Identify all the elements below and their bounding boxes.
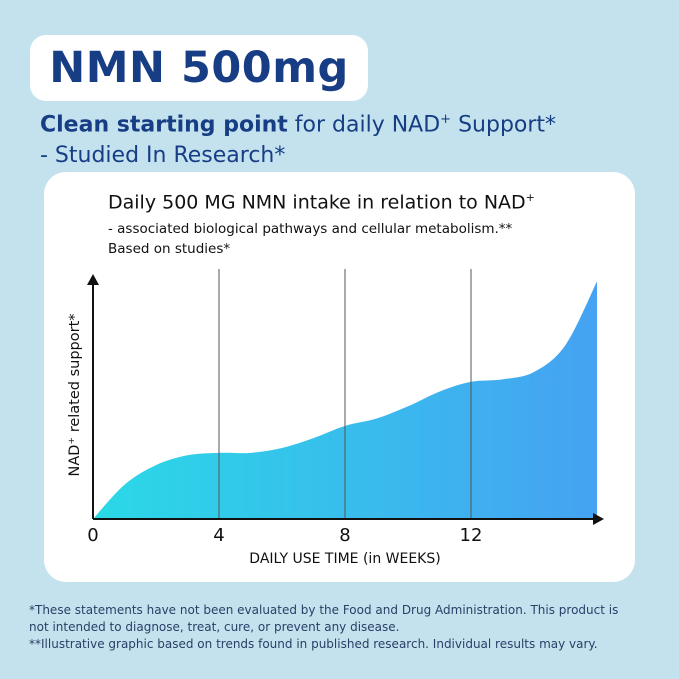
page-title: NMN 500mg xyxy=(49,43,349,93)
x-tick-label: 4 xyxy=(213,525,224,546)
y-axis-label: NAD⁺ related support* xyxy=(67,313,83,476)
footnotes: *These statements have not been evaluate… xyxy=(29,602,659,653)
subtitle-bold: Clean starting point xyxy=(40,112,288,138)
x-tick-labels: 0 4 8 12 xyxy=(87,525,482,546)
chart-subtitle-line2: Based on studies* xyxy=(108,241,231,257)
subtitle-end: Support* xyxy=(451,112,557,138)
chart-subtitle-line1: - associated biological pathways and cel… xyxy=(108,221,513,237)
x-tick-label: 8 xyxy=(339,525,350,546)
x-axis-arrow-icon xyxy=(593,513,604,525)
chart-title-superscript: + xyxy=(525,191,535,204)
chart-title: Daily 500 MG NMN intake in relation to N… xyxy=(108,191,535,213)
footnote-line: **Illustrative graphic based on trends f… xyxy=(29,637,598,651)
subtitle-superscript: + xyxy=(440,112,452,127)
x-axis-label: DAILY USE TIME (in WEEKS) xyxy=(249,551,440,567)
y-axis-arrow-icon xyxy=(87,274,99,285)
vertical-gridlines xyxy=(218,269,472,519)
footnote-line: not intended to diagnose, treat, cure, o… xyxy=(29,620,400,634)
footnote-line: *These statements have not been evaluate… xyxy=(29,603,619,617)
subtitle-text: for daily NAD xyxy=(287,112,441,138)
x-tick-label: 0 xyxy=(87,525,98,546)
subtitle: Clean starting point for daily NAD+ Supp… xyxy=(40,104,660,171)
x-tick-label: 12 xyxy=(460,525,483,546)
subtitle-line2: - Studied In Research* xyxy=(40,143,286,169)
chart-title-text: Daily 500 MG NMN intake in relation to N… xyxy=(108,191,526,214)
title-badge: NMN 500mg xyxy=(30,35,368,101)
chart-subtitle: - associated biological pathways and cel… xyxy=(108,219,512,259)
